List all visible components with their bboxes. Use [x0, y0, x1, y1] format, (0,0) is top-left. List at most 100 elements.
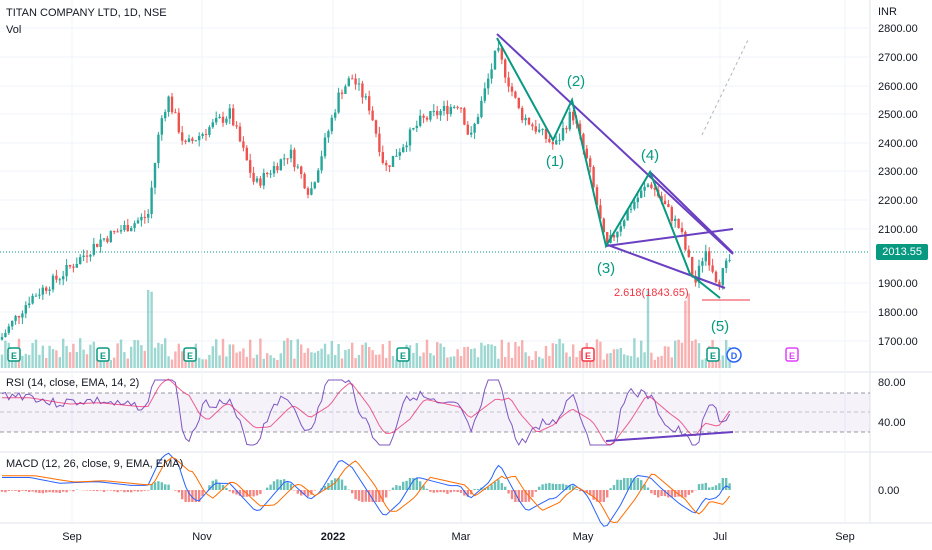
macd-hist-bar — [147, 490, 150, 491]
volume-bar — [500, 339, 503, 368]
candle — [7, 326, 10, 333]
volume-bar — [674, 340, 677, 368]
macd-hist-bar — [534, 490, 537, 492]
price-tick: 2200.00 — [878, 195, 918, 207]
macd-hist-bar — [708, 487, 711, 490]
candle — [181, 132, 184, 141]
macd-hist-bar — [391, 487, 395, 490]
volume-bar — [357, 354, 361, 368]
macd-hist-bar — [436, 490, 439, 493]
macd-hist-bar — [510, 490, 514, 500]
volume-bar — [65, 345, 68, 368]
candle — [589, 158, 592, 168]
time-tick: Mar — [452, 531, 471, 543]
volume-bar — [626, 355, 629, 368]
earnings-marker — [183, 347, 197, 362]
volume-bar — [276, 359, 279, 368]
price-tick: 2100.00 — [878, 224, 918, 236]
volume-bar — [691, 340, 694, 368]
candle — [538, 129, 541, 132]
volume-bar — [412, 352, 415, 368]
candle — [41, 287, 44, 295]
macd-hist-bar — [517, 490, 520, 502]
candle — [157, 134, 160, 164]
volume-bar — [68, 352, 72, 368]
volume-bar — [463, 347, 466, 368]
macd-hist-bar — [643, 484, 646, 490]
volume-bar — [4, 340, 7, 368]
volume-bar — [330, 340, 333, 368]
volume-bar — [453, 356, 456, 368]
volume-bar — [483, 345, 486, 368]
volume-bar — [660, 355, 663, 368]
candle — [82, 255, 85, 258]
candle — [65, 264, 68, 277]
macd-hist-bar — [11, 490, 14, 491]
macd-hist-bar — [544, 483, 548, 490]
volume-bar — [21, 355, 24, 368]
earnings-marker — [96, 347, 110, 362]
macd-hist-bar — [255, 490, 259, 496]
dividend-marker — [726, 347, 742, 363]
earnings-marker — [785, 347, 799, 362]
volume-bar — [259, 338, 262, 368]
candle — [133, 223, 136, 229]
volume-bar — [119, 339, 123, 368]
candle — [378, 133, 381, 153]
volume-bar — [208, 354, 211, 368]
candle — [357, 83, 361, 85]
macd-hist-bar — [109, 490, 112, 491]
candle — [289, 149, 293, 159]
candle — [191, 138, 194, 141]
macd-hist-bar — [252, 490, 255, 497]
candle — [272, 166, 276, 174]
volume-bar — [490, 344, 493, 368]
macd-pane — [0, 452, 731, 527]
candle — [174, 112, 177, 114]
candle — [517, 97, 520, 108]
macd-hist-bar — [14, 490, 17, 491]
volume-bar — [289, 339, 293, 368]
macd-hist-bar — [357, 490, 361, 501]
volume-bar — [150, 291, 153, 368]
macd-hist-bar — [612, 485, 616, 490]
macd-hist-bar — [208, 485, 211, 490]
candle — [34, 295, 38, 297]
candle — [623, 220, 626, 227]
volume-bar — [225, 356, 228, 368]
volume-bar — [636, 357, 639, 368]
macd-hist-bar — [425, 488, 429, 490]
volume-bar — [592, 356, 595, 368]
volume-bar — [364, 342, 367, 368]
macd-hist-bar — [136, 490, 140, 492]
volume-bar — [296, 339, 299, 368]
volume-bar — [79, 338, 82, 368]
marker-letter: E — [710, 351, 716, 361]
candle — [109, 231, 112, 242]
macd-hist-bar — [7, 490, 10, 492]
volume-bar — [262, 358, 265, 368]
candle — [266, 172, 269, 175]
macd-hist-bar — [310, 490, 313, 495]
volume-bar — [558, 338, 561, 368]
candle — [667, 204, 670, 208]
macd-hist-bar — [640, 480, 643, 490]
pattern-overlays: (1) (2) (3) (4) (5) 2.618(1843.65) E E E E E E D E — [7, 33, 799, 363]
candle — [504, 59, 507, 78]
rsi-divergence-line — [605, 431, 734, 442]
marker-letter: E — [400, 351, 406, 361]
volume-bar — [266, 353, 269, 368]
macd-hist-bar — [4, 490, 7, 493]
volume-bar — [232, 344, 235, 368]
macd-hist-bar — [646, 487, 650, 490]
candle — [170, 96, 174, 113]
candle — [255, 178, 259, 182]
candle — [167, 96, 170, 113]
candle — [371, 110, 374, 121]
trendline — [496, 33, 734, 255]
candle — [708, 251, 711, 266]
volume-bar — [476, 357, 480, 368]
volume-bar — [327, 354, 330, 368]
candle — [361, 83, 364, 98]
macd-hist-bar — [459, 490, 463, 493]
